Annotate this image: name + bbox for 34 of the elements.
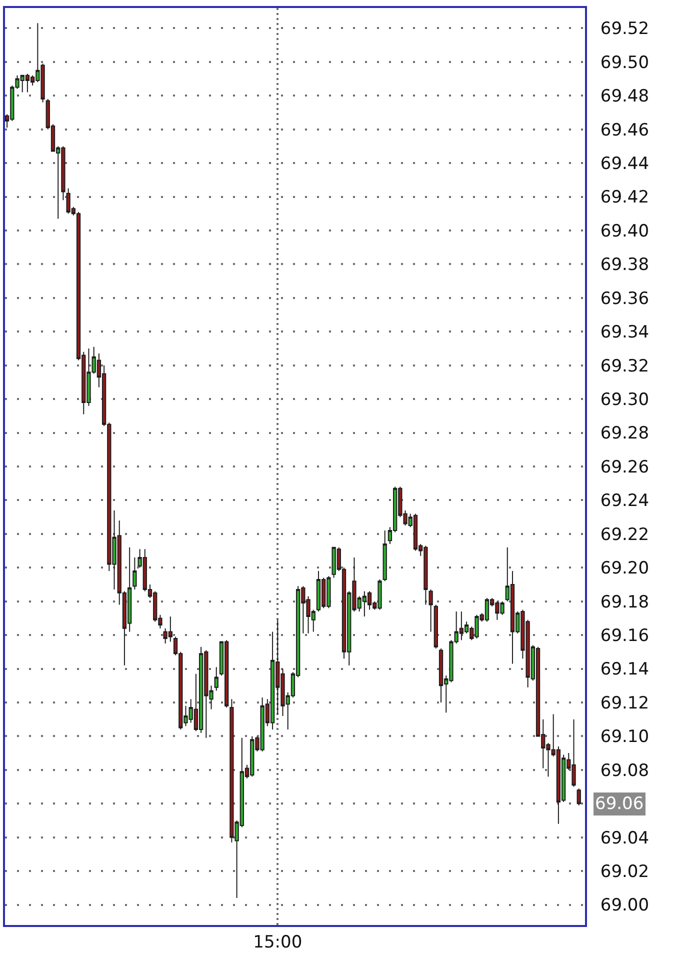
candlestick <box>132 557 137 590</box>
x-tick-label: 15:00 <box>253 932 302 952</box>
text: 69.06 <box>595 794 644 814</box>
y-tick-label: 69.50 <box>600 52 650 73</box>
y-tick-label: 69.22 <box>600 524 650 545</box>
y-tick-label: 69.10 <box>600 727 650 748</box>
y-tick-label: 69.42 <box>600 188 650 208</box>
y-tick-label: 69.20 <box>600 558 650 579</box>
y-tick-label: 69.34 <box>600 322 650 343</box>
candlestick <box>434 604 438 650</box>
candlestick <box>576 788 581 806</box>
y-tick-label: 69.04 <box>600 828 650 848</box>
y-tick-label: 69.24 <box>600 491 650 512</box>
y-tick-label: 69.52 <box>600 19 650 40</box>
y-tick-label: 69.32 <box>600 356 650 376</box>
y-tick-label: 69.36 <box>600 288 650 309</box>
candlestick <box>428 589 433 632</box>
y-tick-label: 69.14 <box>600 660 650 680</box>
y-tick-label: 69.12 <box>600 693 650 714</box>
y-tick-label: 69.44 <box>600 154 650 174</box>
y-tick-label: 69.26 <box>600 457 650 478</box>
y-tick-label: 69.08 <box>600 760 650 781</box>
y-tick-label: 69.48 <box>600 86 650 107</box>
y-tick-label: 69.16 <box>600 626 650 646</box>
y-tick-label: 69.38 <box>600 255 650 276</box>
y-tick-label: 69.30 <box>600 390 650 410</box>
y-tick-label: 69.00 <box>600 896 650 916</box>
candlestick <box>382 530 387 582</box>
y-tick-label: 69.40 <box>600 221 650 242</box>
y-tick-label: 69.28 <box>600 424 650 444</box>
y-tick-label: 69.18 <box>600 592 650 612</box>
candlestick <box>214 666 218 692</box>
y-tick-label: 69.46 <box>600 120 650 140</box>
y-tick-label: 69.02 <box>600 862 650 882</box>
